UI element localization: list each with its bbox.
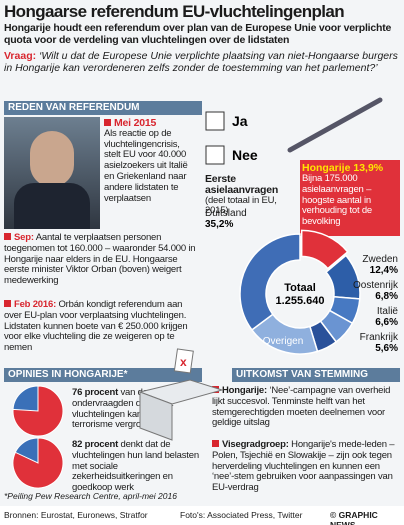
opinion-text: denkt dat de vluchtelingen hun land bela… xyxy=(72,439,199,494)
event-date: Sep: xyxy=(4,232,34,243)
footnote: *Peiling Pew Research Centre, april-mei … xyxy=(4,491,177,501)
question-text: ‘Wilt u dat de Europese Unie verplichte … xyxy=(4,50,398,74)
ballot-cross: x xyxy=(180,355,187,369)
photo xyxy=(4,117,100,229)
credit: © GRAPHIC NEWS xyxy=(330,510,378,525)
segment-label: Italië xyxy=(377,306,399,317)
donut-segment xyxy=(300,229,349,270)
title: Hongaarse referendum EU-vluchtelingenpla… xyxy=(4,2,345,21)
opinion-value: 76 procent xyxy=(72,387,119,398)
ballot-paper xyxy=(173,348,194,374)
checkbox xyxy=(205,111,225,131)
ballot-yes: Ja xyxy=(232,113,248,129)
outcome-item: Hongarije: ‘Nee’-campagne van overheid l… xyxy=(212,385,400,429)
segment-value: 12,4% xyxy=(370,265,398,276)
segment-label: Duitsland xyxy=(205,208,247,219)
outcome-text: ‘Nee’-campagne van overheid lijkt succes… xyxy=(212,385,391,429)
event: Feb 2016: Orbán kondigt referendum aan o… xyxy=(4,299,200,354)
outcome-label: Visegradgroep: xyxy=(212,439,289,450)
section-heading: REDEN VAN REFERENDUM xyxy=(4,101,202,115)
segment-label: Frankrijk xyxy=(360,332,399,343)
footer: Bronnen: Eurostat, Euronews, Stratfor Fo… xyxy=(0,506,404,525)
sources: Bronnen: Eurostat, Euronews, Stratfor xyxy=(4,510,148,520)
highlight-value: 13,9% xyxy=(353,162,384,174)
ballot-box: x xyxy=(138,348,224,441)
photo-credit: Foto's: Associated Press, Twitter xyxy=(180,510,303,520)
donut-center-label: Totaal xyxy=(284,282,316,294)
subtitle: Hongarije houdt een referendum over plan… xyxy=(4,22,392,46)
outcome-item: Visegradgroep: Hongarije's mede-leden – … xyxy=(212,439,400,494)
segment-value: 35,2% xyxy=(205,219,233,230)
highlight-country: Hongarije xyxy=(302,162,351,174)
event-text: Orbán kondigt referendum aan over EU-pla… xyxy=(4,299,188,354)
segment-label: Oostenrijk xyxy=(353,280,399,291)
donut-center-value: 1.255.640 xyxy=(276,295,325,307)
box-side xyxy=(139,391,173,441)
pie-slice xyxy=(12,385,64,437)
photo-suit xyxy=(14,183,90,229)
donut-title: Eerste asielaanvragen xyxy=(205,173,279,196)
segment-value: 5,6% xyxy=(375,343,398,354)
ballot: Ja Nee xyxy=(205,97,383,165)
section-heading: OPINIES IN HONGARIJE* xyxy=(4,368,202,382)
outcome-label: Hongarije: xyxy=(212,385,267,396)
highlight-box: Hongarije 13,9% Bijna 175.000 asielaanvr… xyxy=(300,160,400,236)
opinion: 76 procent van de ondervraagden denkt da… xyxy=(72,387,200,431)
donut-subtitle: (deel totaal in EU, 2015) xyxy=(205,194,277,217)
outcome-text: Hongarije's mede-leden – Polen, Tsjechië… xyxy=(212,439,395,494)
segment-label: Zweden xyxy=(362,254,398,265)
event: Mei 2015 Als reactie op de vluchtelingen… xyxy=(104,118,198,204)
donut-heading: Eerste asielaanvragen (deel totaal in EU… xyxy=(205,174,297,217)
segment-value: 6,6% xyxy=(375,317,398,328)
opinion: 82 procent denkt dat de vluchtelingen hu… xyxy=(72,439,200,494)
pie-slice xyxy=(12,437,64,489)
segment-label: Overigen xyxy=(263,336,304,347)
section-heading: UITKOMST VAN STEMMING xyxy=(232,368,400,382)
opinion-value: 82 procent xyxy=(72,439,119,450)
checkbox xyxy=(205,145,225,165)
question: Vraag: ‘Wilt u dat de Europese Unie verp… xyxy=(4,50,400,74)
donut-segment xyxy=(239,233,301,331)
ballot-no: Nee xyxy=(232,147,258,163)
opinion-text: van de ondervraagden denkt dat vluchteli… xyxy=(72,387,174,431)
event-text: Als reactie op de vluchtelingencrisis, s… xyxy=(104,127,188,204)
event-date: Mei 2015 xyxy=(104,118,198,129)
photo-face xyxy=(30,131,74,187)
pen xyxy=(287,97,383,153)
event: Sep: Aantal te verplaatsen personen toeg… xyxy=(4,232,200,287)
highlight-text: Bijna 175.000 asielaanvragen – hoogste a… xyxy=(302,173,373,228)
segment-value: 6,8% xyxy=(375,291,398,302)
question-label: Vraag: xyxy=(4,50,37,62)
event-text: Aantal te verplaatsen personen toegenome… xyxy=(4,232,196,287)
event-date: Feb 2016: xyxy=(4,299,56,310)
highlight-heading: Hongarije 13,9% xyxy=(302,162,398,174)
